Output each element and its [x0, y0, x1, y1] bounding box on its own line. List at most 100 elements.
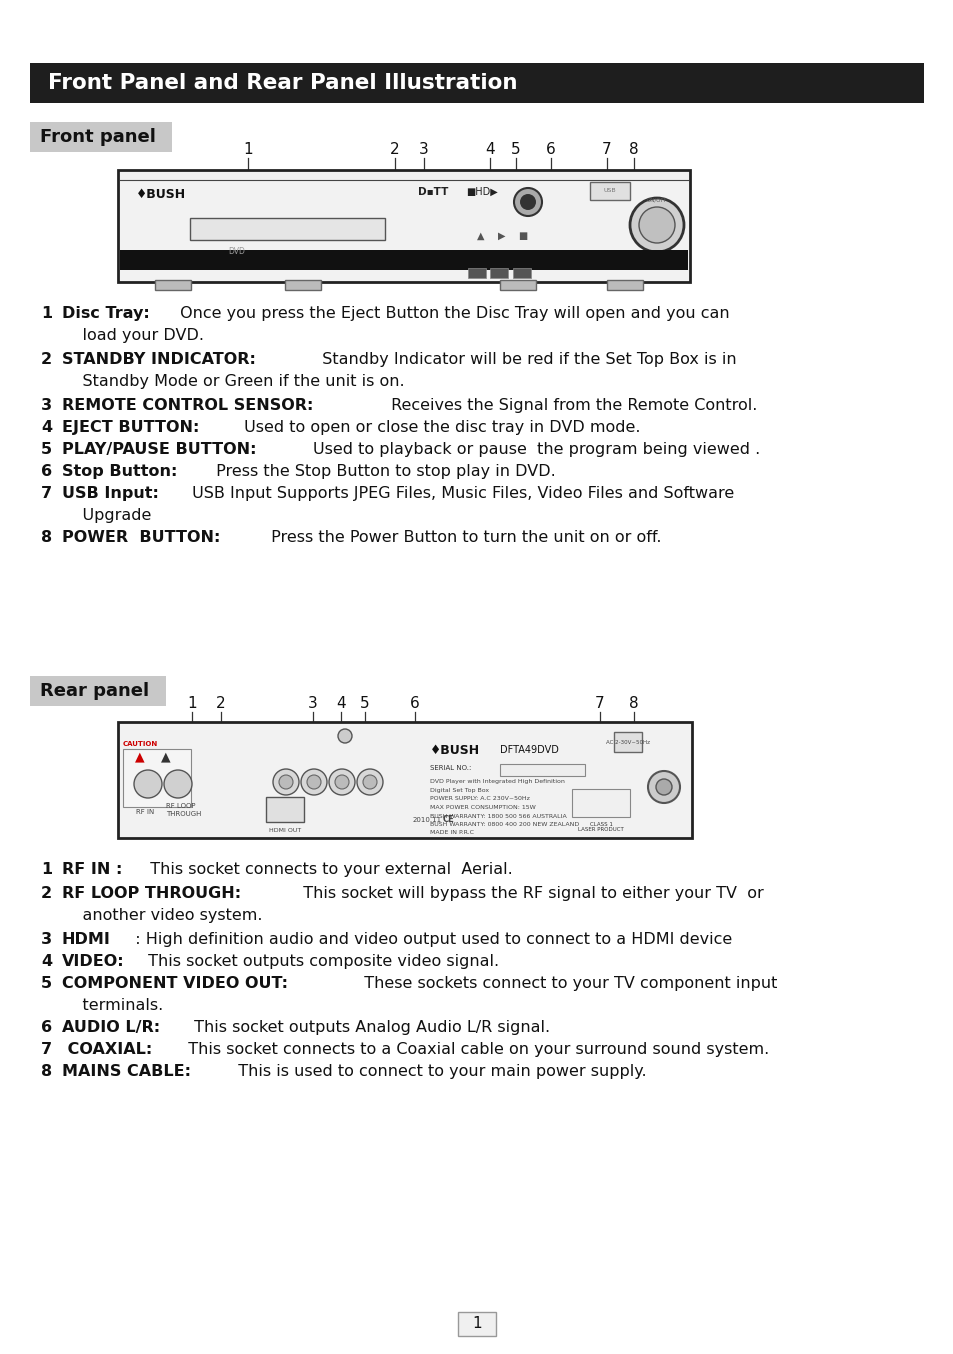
Text: load your DVD.: load your DVD.	[62, 328, 204, 343]
Bar	[499, 280, 536, 290]
Text: POWER SUPPLY: A.C 230V~50Hz: POWER SUPPLY: A.C 230V~50Hz	[430, 796, 529, 802]
Text: USB Input:: USB Input:	[62, 486, 159, 501]
Text: Rear panel: Rear panel	[40, 682, 149, 700]
Text: 8: 8	[41, 1064, 52, 1079]
Bar	[266, 798, 304, 822]
Text: 1: 1	[187, 696, 196, 711]
Circle shape	[629, 198, 683, 252]
Bar	[285, 280, 320, 290]
Text: CE: CE	[442, 815, 455, 825]
Circle shape	[514, 188, 541, 217]
Text: HDMI OUT: HDMI OUT	[269, 827, 301, 833]
Bar	[154, 280, 191, 290]
Circle shape	[307, 774, 320, 789]
Text: DVD: DVD	[228, 246, 245, 256]
Text: RF LOOP THROUGH:: RF LOOP THROUGH:	[62, 886, 241, 900]
Circle shape	[335, 774, 349, 789]
Text: 5: 5	[41, 976, 52, 991]
Text: 7: 7	[41, 486, 52, 501]
Circle shape	[356, 769, 382, 795]
Text: Standby Indicator will be red if the Set Top Box is in: Standby Indicator will be red if the Set…	[312, 352, 736, 367]
Text: This socket connects to your external  Aerial.: This socket connects to your external Ae…	[140, 862, 512, 877]
Text: 2010.11: 2010.11	[413, 816, 441, 823]
Text: 7: 7	[41, 1043, 52, 1057]
Circle shape	[519, 194, 536, 210]
Text: 4: 4	[485, 142, 495, 157]
Text: POWER  BUTTON:: POWER BUTTON:	[62, 529, 220, 546]
Text: ■HD▶: ■HD▶	[465, 187, 497, 196]
Text: REMOTE CONTROL SENSOR:: REMOTE CONTROL SENSOR:	[62, 398, 313, 413]
Text: ▶: ▶	[497, 232, 505, 241]
Text: : High definition audio and video output used to connect to a HDMI device: : High definition audio and video output…	[125, 932, 732, 946]
Circle shape	[337, 728, 352, 743]
Text: 2: 2	[41, 886, 52, 900]
Bar	[614, 733, 641, 751]
Text: RF IN :: RF IN :	[62, 862, 122, 877]
Text: 5: 5	[360, 696, 370, 711]
Text: 6: 6	[545, 142, 556, 157]
Text: 1: 1	[472, 1316, 481, 1331]
Text: This socket outputs composite video signal.: This socket outputs composite video sign…	[143, 955, 498, 969]
Text: terminals.: terminals.	[62, 998, 163, 1013]
Text: USB Input Supports JPEG Files, Music Files, Video Files and Software: USB Input Supports JPEG Files, Music Fil…	[187, 486, 734, 501]
Bar	[190, 218, 385, 240]
Text: Press the Stop Button to stop play in DVD.: Press the Stop Button to stop play in DV…	[211, 464, 555, 479]
Bar	[606, 280, 642, 290]
Bar	[120, 250, 687, 269]
Text: Used to playback or pause  the program being viewed .: Used to playback or pause the program be…	[313, 441, 760, 458]
Text: MAINS CABLE:: MAINS CABLE:	[62, 1064, 191, 1079]
Text: ON/OFF: ON/OFF	[646, 198, 667, 203]
Text: Used to open or close the disc tray in DVD mode.: Used to open or close the disc tray in D…	[239, 420, 640, 435]
Circle shape	[639, 207, 675, 242]
Text: These sockets connect to your TV component input: These sockets connect to your TV compone…	[354, 976, 776, 991]
Text: Front panel: Front panel	[40, 129, 155, 146]
Circle shape	[133, 770, 162, 798]
Text: 5: 5	[41, 441, 52, 458]
Text: COAXIAL:: COAXIAL:	[62, 1043, 152, 1057]
Text: CAUTION: CAUTION	[122, 741, 157, 747]
Text: 2: 2	[41, 352, 52, 367]
Bar	[572, 789, 629, 816]
Text: 7: 7	[601, 142, 611, 157]
Text: 1: 1	[41, 862, 52, 877]
Circle shape	[278, 774, 293, 789]
Bar	[468, 268, 485, 278]
Text: 1: 1	[41, 306, 52, 321]
Text: Receives the Signal from the Remote Control.: Receives the Signal from the Remote Cont…	[386, 398, 757, 413]
Text: 2: 2	[390, 142, 399, 157]
Circle shape	[656, 779, 671, 795]
Text: BUSH WARRANTY: 0800 400 200 NEW ZEALAND: BUSH WARRANTY: 0800 400 200 NEW ZEALAND	[430, 822, 578, 827]
Bar	[499, 764, 584, 776]
Text: ▲: ▲	[135, 750, 145, 764]
Bar	[513, 268, 531, 278]
Circle shape	[273, 769, 298, 795]
Circle shape	[363, 774, 376, 789]
Text: another video system.: another video system.	[62, 909, 262, 923]
Bar	[30, 122, 172, 152]
Text: 3: 3	[41, 932, 52, 946]
Text: STANDBY INDICATOR:: STANDBY INDICATOR:	[62, 352, 255, 367]
Text: AUDIO L/R:: AUDIO L/R:	[62, 1020, 160, 1034]
Bar	[490, 268, 507, 278]
Text: Digital Set Top Box: Digital Set Top Box	[430, 788, 489, 793]
Text: 8: 8	[629, 142, 639, 157]
Text: HDMI: HDMI	[62, 932, 111, 946]
Text: 1: 1	[243, 142, 253, 157]
Text: 4: 4	[41, 955, 52, 969]
Text: 4: 4	[335, 696, 345, 711]
Text: This is used to connect to your main power supply.: This is used to connect to your main pow…	[228, 1064, 646, 1079]
Text: USB: USB	[603, 187, 616, 192]
Circle shape	[301, 769, 327, 795]
Bar	[30, 64, 923, 103]
Text: 5: 5	[511, 142, 520, 157]
Text: This socket outputs Analog Audio L/R signal.: This socket outputs Analog Audio L/R sig…	[189, 1020, 549, 1034]
Text: Upgrade: Upgrade	[62, 508, 152, 523]
Text: 2: 2	[216, 696, 226, 711]
Text: 8: 8	[629, 696, 639, 711]
Bar	[30, 676, 166, 705]
Text: CLASS 1
LASER PRODUCT: CLASS 1 LASER PRODUCT	[578, 822, 623, 833]
Text: VIDEO:: VIDEO:	[62, 955, 125, 969]
Text: This socket connects to a Coaxial cable on your surround sound system.: This socket connects to a Coaxial cable …	[178, 1043, 769, 1057]
Text: Front Panel and Rear Panel Illustration: Front Panel and Rear Panel Illustration	[48, 73, 517, 93]
Text: 6: 6	[41, 464, 52, 479]
